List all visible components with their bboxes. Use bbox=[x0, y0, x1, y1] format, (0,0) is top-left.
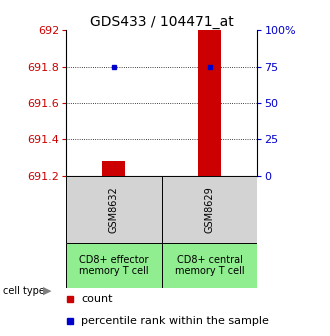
Text: GSM8629: GSM8629 bbox=[205, 186, 214, 233]
Text: cell type: cell type bbox=[3, 286, 45, 296]
Bar bbox=[102, 161, 125, 176]
Text: percentile rank within the sample: percentile rank within the sample bbox=[81, 317, 269, 327]
Text: CD8+ effector
memory T cell: CD8+ effector memory T cell bbox=[79, 255, 148, 276]
Bar bbox=[198, 30, 221, 176]
Text: GSM8632: GSM8632 bbox=[109, 186, 119, 233]
Bar bbox=[162, 176, 257, 243]
Text: CD8+ central
memory T cell: CD8+ central memory T cell bbox=[175, 255, 244, 276]
Bar bbox=[66, 176, 162, 243]
Text: ▶: ▶ bbox=[43, 286, 51, 296]
Bar bbox=[162, 243, 257, 288]
Title: GDS433 / 104471_at: GDS433 / 104471_at bbox=[90, 15, 234, 29]
Text: count: count bbox=[81, 294, 113, 304]
Bar bbox=[66, 243, 162, 288]
